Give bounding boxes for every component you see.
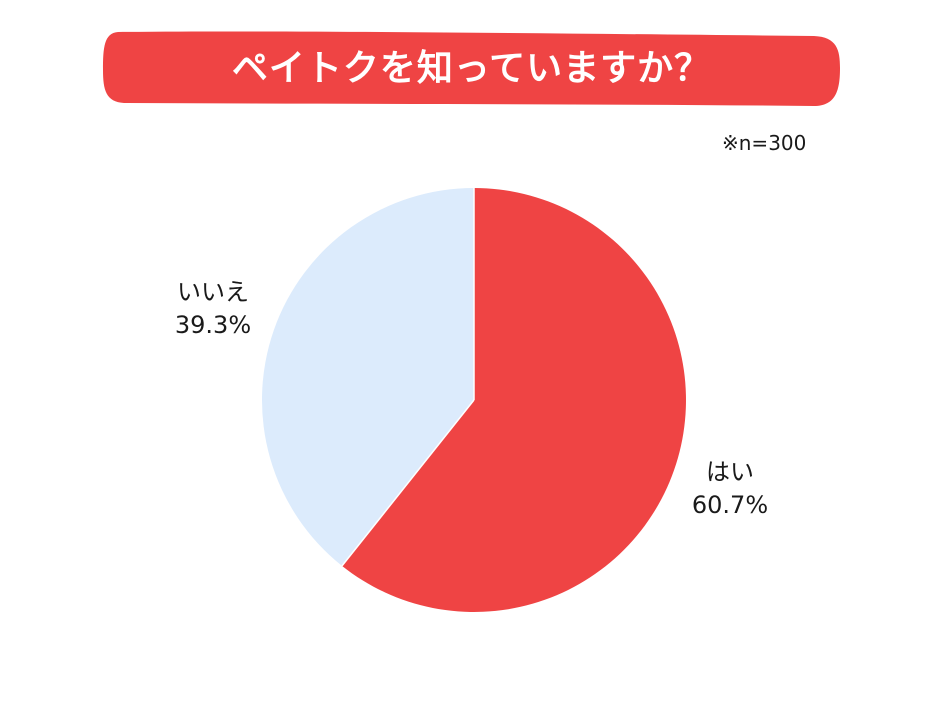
chart-title: ペイトクを知っていますか？ [231, 48, 712, 89]
pie-slice-no [261, 188, 474, 566]
sample-size-note: ※n=300 [722, 131, 807, 155]
pie-slice-yes [342, 188, 686, 612]
label-no-value: 39.3% [174, 311, 252, 339]
label-no-name: いいえ [177, 278, 249, 306]
slice-divider-bottom [341, 399, 475, 567]
banner-shape [103, 31, 840, 107]
label-no: いいえ 39.3% [172, 276, 254, 342]
label-yes-value: 60.7% [691, 491, 769, 519]
title-banner: ペイトクを知っていますか？ [102, 30, 841, 107]
label-yes: はい 60.7% [689, 456, 771, 522]
label-yes-name: はい [706, 458, 754, 486]
